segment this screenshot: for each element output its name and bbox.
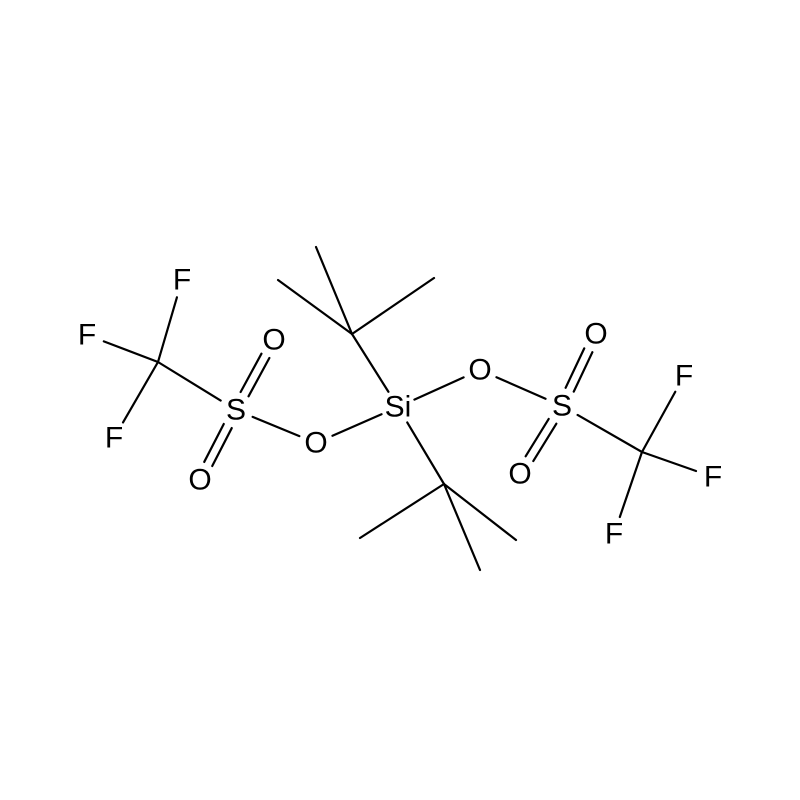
atom-label-f: F: [704, 461, 722, 494]
atom-label-f: F: [173, 264, 191, 297]
atom-label-f: F: [78, 319, 96, 352]
atom-label-o: O: [304, 427, 327, 460]
atom-label-o: O: [188, 464, 211, 497]
atom-label-s: S: [552, 390, 572, 423]
atom-label-s: S: [226, 394, 246, 427]
atom-label-f: F: [105, 422, 123, 455]
molecule-diagram: Si O S O O F F F O S O O F F F: [0, 0, 800, 800]
atom-label-o: O: [468, 354, 491, 387]
atom-label-o: O: [584, 318, 607, 351]
atom-label-si: Si: [385, 391, 412, 424]
atom-label-o: O: [262, 324, 285, 357]
atom-label-o: O: [508, 458, 531, 491]
atom-label-f: F: [605, 518, 623, 551]
atom-label-f: F: [675, 360, 693, 393]
